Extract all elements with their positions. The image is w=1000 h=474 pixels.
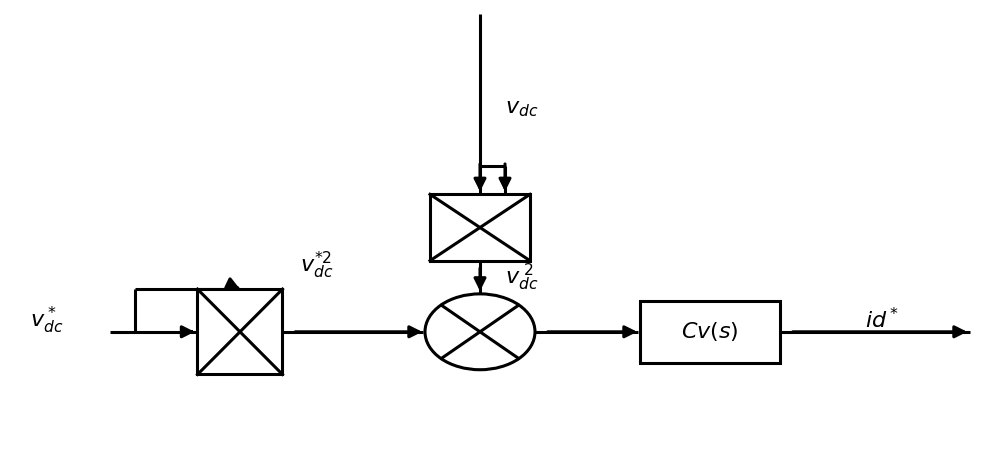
Ellipse shape (425, 294, 535, 370)
Text: $id^*$: $id^*$ (865, 307, 899, 333)
Text: $v_{dc}^{*2}$: $v_{dc}^{*2}$ (300, 250, 333, 281)
Bar (197, 289, 282, 374)
Text: $v_{dc}$: $v_{dc}$ (505, 99, 538, 119)
Text: $Cv(s)$: $Cv(s)$ (681, 320, 739, 343)
Text: $v_{dc}^{\;2}$: $v_{dc}^{\;2}$ (505, 262, 538, 293)
Bar (640, 301, 780, 363)
Text: $v_{dc}^*$: $v_{dc}^*$ (30, 304, 63, 336)
Bar (430, 194, 530, 261)
